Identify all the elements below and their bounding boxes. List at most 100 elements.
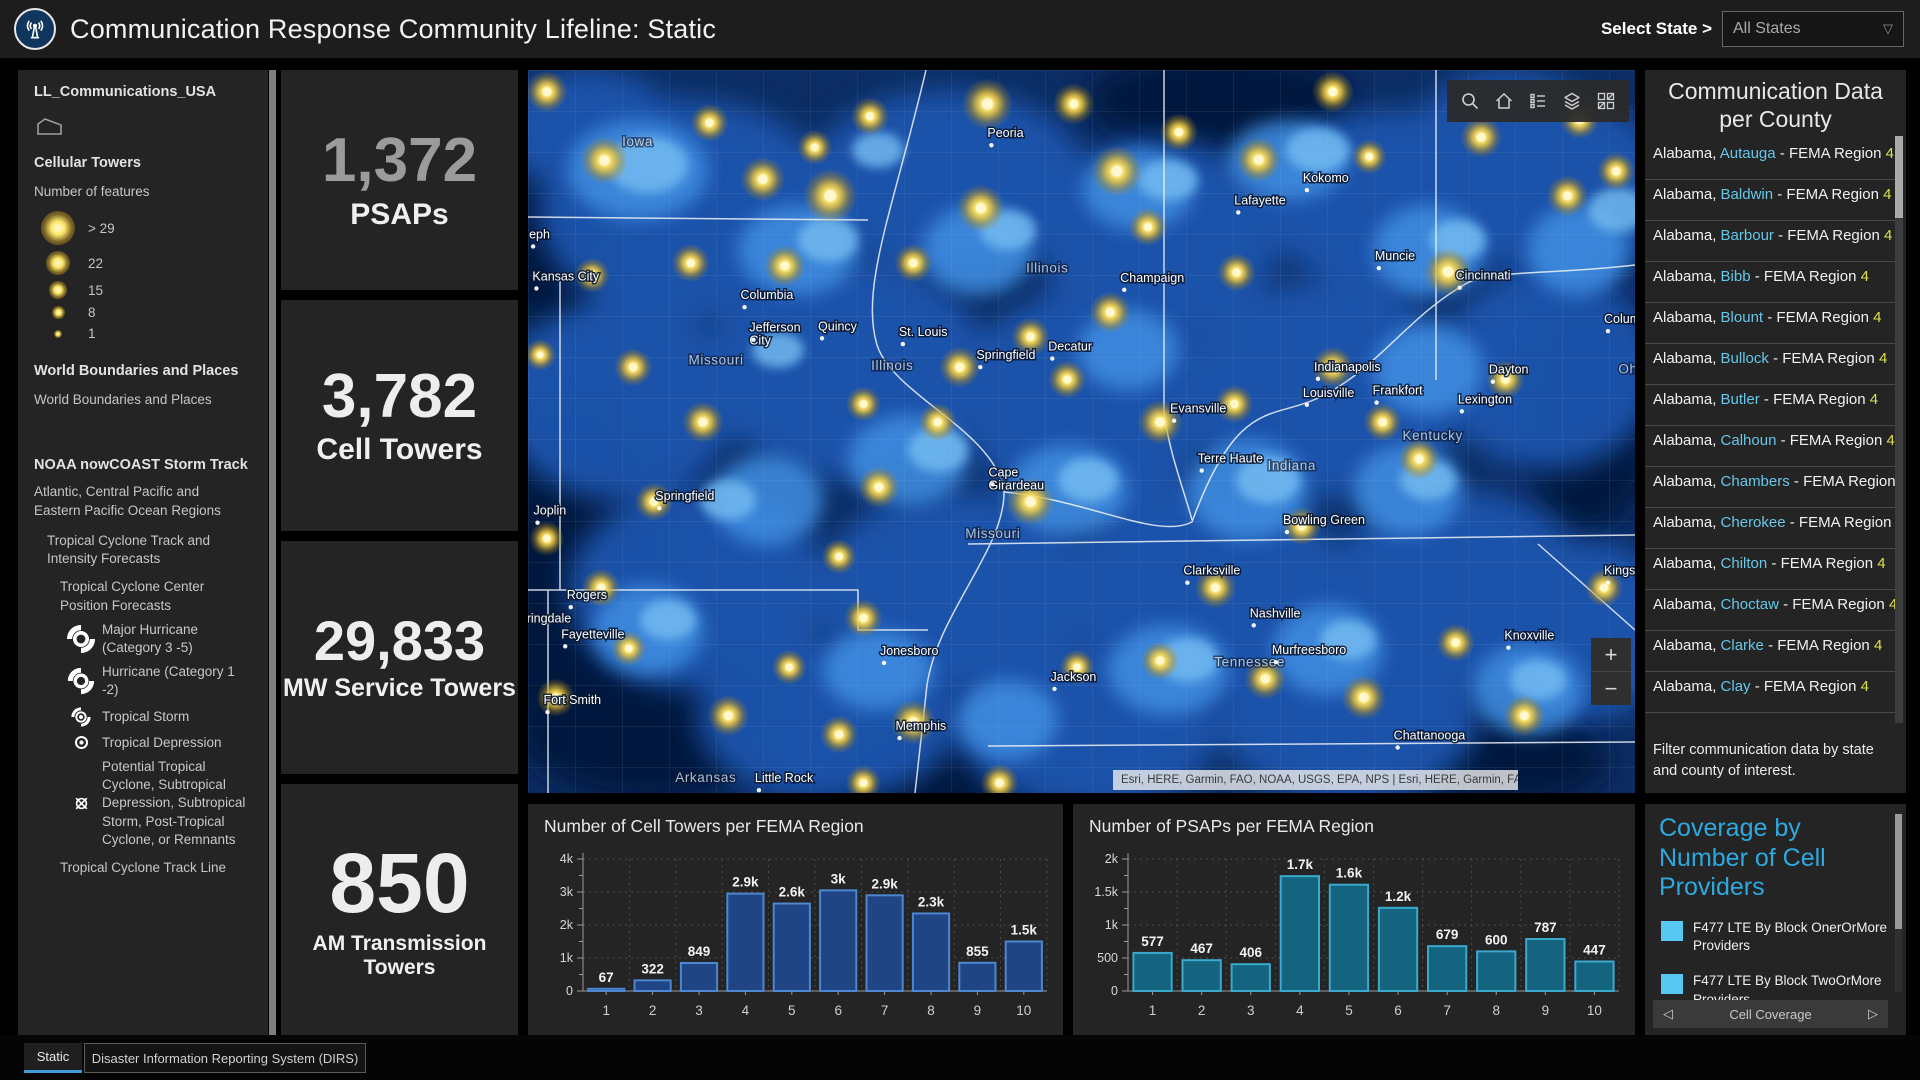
dashboard-tab-bar: Static Disaster Information Reporting Sy… bbox=[0, 1035, 1920, 1080]
svg-text:500: 500 bbox=[1097, 951, 1118, 965]
svg-text:Chattanooga: Chattanooga bbox=[1394, 728, 1466, 742]
bar-region-1[interactable] bbox=[1132, 951, 1173, 992]
tab-dirs[interactable]: Disaster Information Reporting System (D… bbox=[84, 1043, 366, 1073]
svg-text:Muncie: Muncie bbox=[1375, 249, 1415, 263]
legend-icon[interactable] bbox=[1521, 84, 1555, 118]
world-boundaries-item: World Boundaries and Places bbox=[34, 392, 212, 408]
county-row[interactable]: Alabama, Choctaw - FEMA Region 4 bbox=[1645, 590, 1896, 632]
svg-text:2k: 2k bbox=[560, 918, 574, 932]
bar-region-4[interactable] bbox=[726, 892, 765, 992]
svg-text:Missouri: Missouri bbox=[965, 526, 1020, 541]
bar-region-9[interactable] bbox=[1525, 938, 1566, 992]
bar-region-5[interactable] bbox=[1328, 883, 1370, 993]
state-select-dropdown[interactable]: All States ▽ bbox=[1722, 11, 1904, 47]
svg-text:Kingsport: Kingsport bbox=[1604, 564, 1635, 578]
county-row[interactable]: Alabama, Bibb - FEMA Region 4 bbox=[1645, 262, 1896, 304]
county-row[interactable]: Alabama, Barbour - FEMA Region 4 bbox=[1645, 221, 1896, 263]
svg-text:Decatur: Decatur bbox=[1048, 340, 1092, 354]
page-title: Communication Response Community Lifelin… bbox=[70, 13, 717, 44]
svg-text:1: 1 bbox=[602, 1003, 610, 1018]
svg-text:4k: 4k bbox=[560, 852, 574, 866]
tab-static[interactable]: Static bbox=[24, 1043, 82, 1073]
psaps-value: 1,372 bbox=[321, 126, 478, 196]
tower-symbol-icon bbox=[46, 251, 70, 276]
size-class-row: > 29 bbox=[34, 211, 268, 246]
svg-text:Indianapolis: Indianapolis bbox=[1314, 360, 1381, 374]
search-icon[interactable] bbox=[1453, 84, 1487, 118]
county-row[interactable]: Alabama, Clay - FEMA Region 4 bbox=[1645, 672, 1896, 714]
zoom-out-button[interactable]: − bbox=[1591, 671, 1631, 705]
svg-text:67: 67 bbox=[599, 970, 614, 985]
coverage-map[interactable]: Iowa Peoria Kokomo Lafayette Muncie Champaign… bbox=[528, 70, 1635, 793]
track-line-item: Tropical Cyclone Track Line bbox=[60, 859, 227, 875]
bar-region-10[interactable] bbox=[1004, 940, 1043, 992]
county-list-scrollbar[interactable] bbox=[1895, 136, 1903, 723]
county-row[interactable]: Alabama, Cherokee - FEMA Region 4 bbox=[1645, 508, 1896, 550]
app-header: Communication Response Community Lifelin… bbox=[0, 0, 1920, 60]
bar-region-3[interactable] bbox=[1230, 963, 1271, 993]
pager-next-icon[interactable]: ▷ bbox=[1868, 1006, 1878, 1021]
bar-region-6[interactable] bbox=[1377, 906, 1419, 992]
bar-region-8[interactable] bbox=[911, 912, 951, 992]
tower-symbol-icon bbox=[54, 329, 62, 338]
county-row[interactable]: Alabama, Butler - FEMA Region 4 bbox=[1645, 385, 1896, 427]
svg-text:Cincinnati: Cincinnati bbox=[1456, 269, 1511, 283]
county-row[interactable]: Alabama, Chambers - FEMA Region 4 bbox=[1645, 467, 1896, 509]
coverage-scrollbar[interactable] bbox=[1895, 814, 1902, 992]
map-zoom-control: + − bbox=[1591, 638, 1631, 705]
bar-region-7[interactable] bbox=[1427, 945, 1468, 992]
map-canvas[interactable]: Iowa Peoria Kokomo Lafayette Muncie Champaign… bbox=[528, 70, 1635, 793]
home-icon[interactable] bbox=[1487, 84, 1521, 118]
svg-text:Dayton: Dayton bbox=[1489, 363, 1529, 377]
bar-region-2[interactable] bbox=[1181, 959, 1222, 993]
psaps-label: PSAPs bbox=[350, 197, 449, 231]
county-row[interactable]: Alabama, Blount - FEMA Region 4 bbox=[1645, 303, 1896, 345]
layers-icon[interactable] bbox=[1555, 84, 1589, 118]
legend-sidebar: LL_Communications_USA Cellular Towers Nu… bbox=[18, 70, 268, 1035]
bar-region-1[interactable] bbox=[587, 987, 626, 993]
bar-region-8[interactable] bbox=[1476, 950, 1517, 992]
county-row[interactable]: Alabama, Clarke - FEMA Region 4 bbox=[1645, 631, 1896, 673]
pager-prev-icon[interactable]: ◁ bbox=[1663, 1006, 1673, 1021]
county-list: Alabama, Autauga - FEMA Region 4 Alabama,… bbox=[1645, 139, 1896, 733]
svg-text:3: 3 bbox=[695, 1003, 703, 1018]
county-row[interactable]: Alabama, Calhoun - FEMA Region 4 bbox=[1645, 426, 1896, 468]
svg-text:447: 447 bbox=[1583, 942, 1606, 957]
tower-symbol-icon bbox=[51, 306, 65, 320]
bar-region-6[interactable] bbox=[819, 889, 858, 992]
zoom-in-button[interactable]: + bbox=[1604, 641, 1618, 667]
svg-text:7: 7 bbox=[881, 1003, 889, 1018]
svg-text:1k: 1k bbox=[1105, 918, 1119, 932]
svg-text:577: 577 bbox=[1141, 934, 1164, 949]
bar-region-2[interactable] bbox=[633, 979, 672, 992]
svg-text:Tennessee: Tennessee bbox=[1214, 654, 1285, 669]
bar-region-3[interactable] bbox=[679, 961, 719, 993]
county-row[interactable]: Alabama, Bullock - FEMA Region 4 bbox=[1645, 344, 1896, 386]
svg-text:6: 6 bbox=[834, 1003, 842, 1018]
sidebar-scrollbar[interactable] bbox=[269, 70, 276, 1035]
bar-region-9[interactable] bbox=[958, 961, 997, 993]
polygon-symbol-icon bbox=[36, 116, 268, 141]
psaps-bar-chart: 0 500 1k 1.5k 2k 577 1 467 2 406 3 1.7k 4 1.6k 5 1.2k 6 6… bbox=[1094, 852, 1620, 1018]
svg-text:Columbia: Columbia bbox=[741, 288, 794, 302]
county-row[interactable]: Alabama, Chilton - FEMA Region 4 bbox=[1645, 549, 1896, 591]
svg-text:Clarksville: Clarksville bbox=[1183, 564, 1240, 578]
svg-text:1: 1 bbox=[1149, 1003, 1157, 1018]
svg-text:2.9k: 2.9k bbox=[732, 875, 759, 890]
basemap-icon[interactable] bbox=[1589, 84, 1623, 118]
svg-text:3k: 3k bbox=[831, 871, 847, 886]
stat-card-am-towers: 850 AM Transmission Towers bbox=[281, 784, 518, 1035]
bar-region-7[interactable] bbox=[865, 894, 904, 992]
state-select-value: All States bbox=[1733, 20, 1801, 37]
bar-region-4[interactable] bbox=[1279, 875, 1320, 992]
county-row[interactable]: Alabama, Autauga - FEMA Region 4 bbox=[1645, 139, 1896, 181]
county-row[interactable]: Alabama, Baldwin - FEMA Region 4 bbox=[1645, 180, 1896, 222]
number-of-features-label: Number of features bbox=[34, 184, 150, 199]
bar-region-5[interactable] bbox=[772, 902, 811, 992]
bar-region-10[interactable] bbox=[1574, 960, 1615, 993]
county-panel-footer: Filter communication data by state and c… bbox=[1653, 741, 1874, 780]
svg-text:Champaign: Champaign bbox=[1120, 271, 1184, 285]
svg-text:8: 8 bbox=[1492, 1003, 1500, 1018]
select-state-label: Select State > bbox=[1600, 19, 1712, 38]
